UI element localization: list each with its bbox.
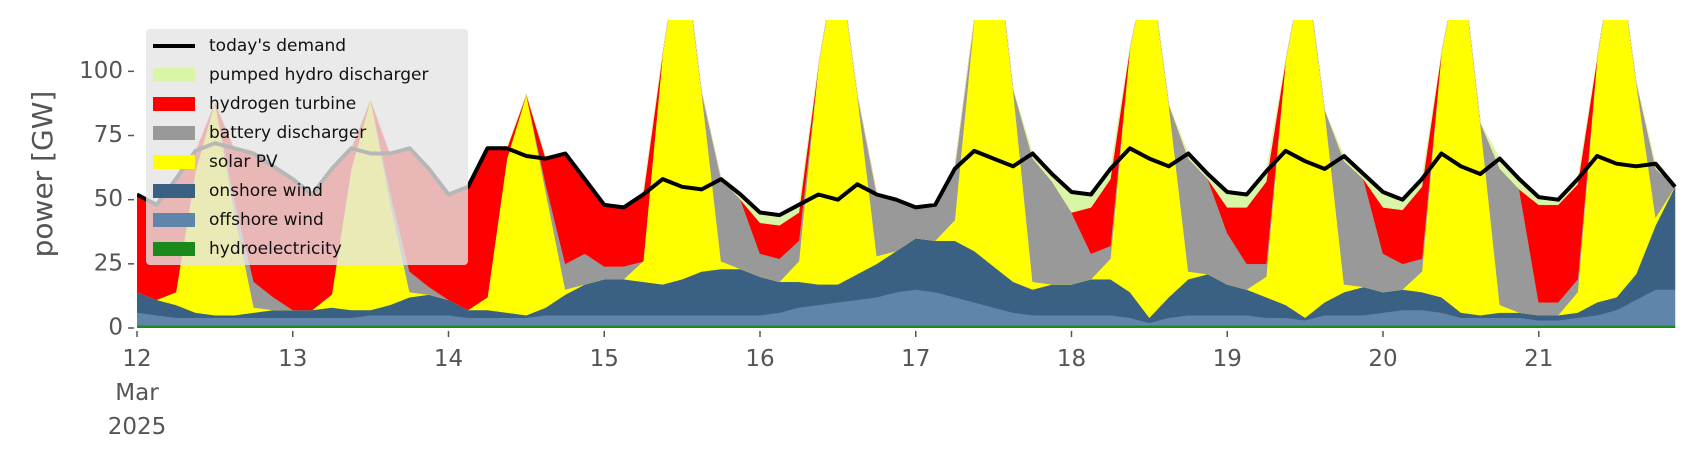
- legend-handle: [153, 68, 195, 82]
- y-tick-label: 50: [94, 186, 123, 212]
- x-tick-label: 14: [434, 346, 463, 372]
- y-tick-label: 0: [108, 315, 123, 341]
- x-tick-label: 18: [1057, 346, 1086, 372]
- legend-label: solar PV: [209, 152, 278, 172]
- legend-label: onshore wind: [209, 181, 323, 201]
- area-0: [137, 325, 1676, 328]
- plot-area: [137, 20, 1677, 328]
- x-tick-label: 13: [278, 346, 307, 372]
- x-tick-label: 12 Mar 2025: [108, 346, 167, 440]
- y-axis-label: power [GW]: [26, 91, 59, 258]
- x-tick-label: 16: [745, 346, 774, 372]
- legend: today's demand pumped hydro discharger hyd…: [146, 29, 468, 265]
- legend-label: pumped hydro discharger: [209, 65, 428, 85]
- legend-label: offshore wind: [209, 210, 324, 230]
- x-tick-label: 19: [1213, 346, 1242, 372]
- y-tick-label: 25: [94, 250, 123, 276]
- legend-handle: [153, 155, 195, 169]
- legend-handle: [153, 242, 195, 256]
- legend-label: hydrogen turbine: [209, 94, 356, 114]
- legend-label: battery discharger: [209, 123, 366, 143]
- x-tick-label: 20: [1368, 346, 1397, 372]
- legend-handle: [153, 213, 195, 227]
- legend-handle: [153, 97, 195, 111]
- legend-handle: [153, 126, 195, 140]
- x-tick-label: 21: [1524, 346, 1553, 372]
- legend-label: today's demand: [209, 36, 346, 56]
- legend-label: hydroelectricity: [209, 239, 342, 259]
- x-tick-label: 17: [901, 346, 930, 372]
- legend-box: [146, 29, 468, 265]
- y-tick-label: 100: [79, 58, 123, 84]
- axes: 0 25 50 75 100 12 Mar 2025 13 14 15 16 17 18 19 20 21: [79, 58, 1553, 440]
- y-tick-label: 75: [94, 122, 123, 148]
- x-tick-label: 15: [590, 346, 619, 372]
- legend-handle: [153, 184, 195, 198]
